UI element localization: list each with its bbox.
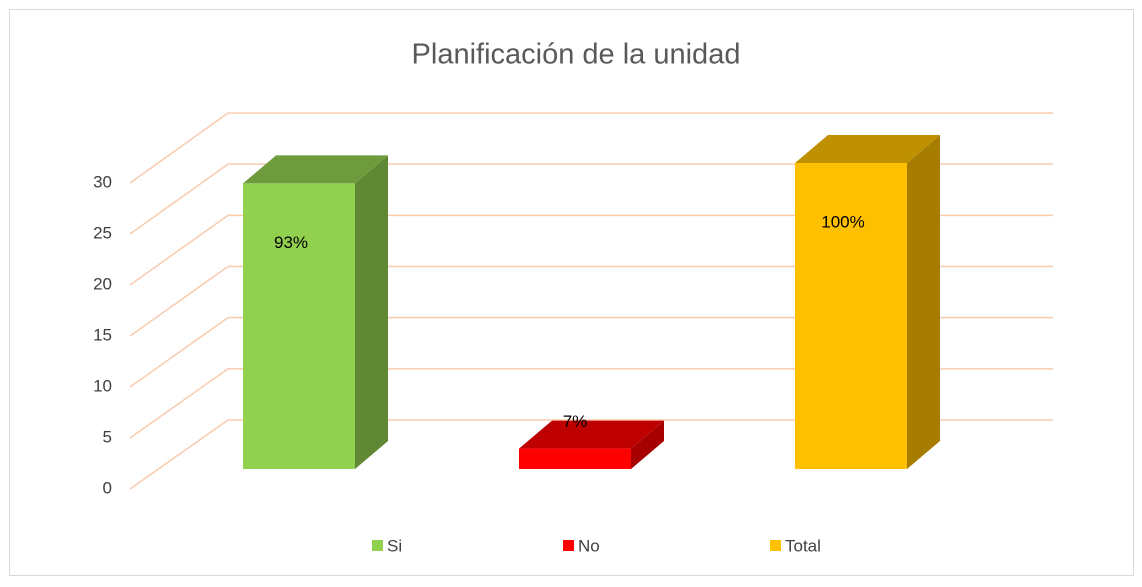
grid-line xyxy=(129,163,229,235)
y-tick-label: 20 xyxy=(93,274,112,293)
y-tick-label: 0 xyxy=(103,478,112,497)
legend-label: Total xyxy=(785,536,821,555)
chart-frame xyxy=(9,9,1134,576)
bar xyxy=(519,448,631,469)
grid-line xyxy=(129,265,229,337)
grid-line xyxy=(129,317,229,388)
y-tick-label: 30 xyxy=(93,172,112,191)
grid-line xyxy=(129,368,229,439)
bar-side xyxy=(907,135,940,469)
legend-label: Si xyxy=(387,536,402,555)
legend-swatch xyxy=(372,540,383,551)
bar-side xyxy=(631,420,664,469)
chart-title: Planificación de la unidad xyxy=(412,39,741,71)
legend-swatch xyxy=(563,540,574,551)
bar xyxy=(243,183,355,469)
legend-swatch xyxy=(770,540,781,551)
bar xyxy=(795,163,907,469)
y-tick-label: 10 xyxy=(93,376,112,395)
data-label: 100% xyxy=(821,212,864,231)
grid-line xyxy=(129,419,229,490)
data-label: 7% xyxy=(563,412,588,431)
y-tick-label: 15 xyxy=(93,325,112,344)
bar-top xyxy=(519,420,664,449)
grid-line xyxy=(129,112,229,184)
bar-side xyxy=(355,155,388,469)
y-tick-label: 5 xyxy=(103,427,112,446)
legend-label: No xyxy=(578,536,600,555)
grid-line xyxy=(129,214,229,286)
bar-top xyxy=(795,135,940,163)
bar-top xyxy=(243,155,388,184)
y-tick-label: 25 xyxy=(93,223,112,242)
data-label: 93% xyxy=(274,233,308,252)
